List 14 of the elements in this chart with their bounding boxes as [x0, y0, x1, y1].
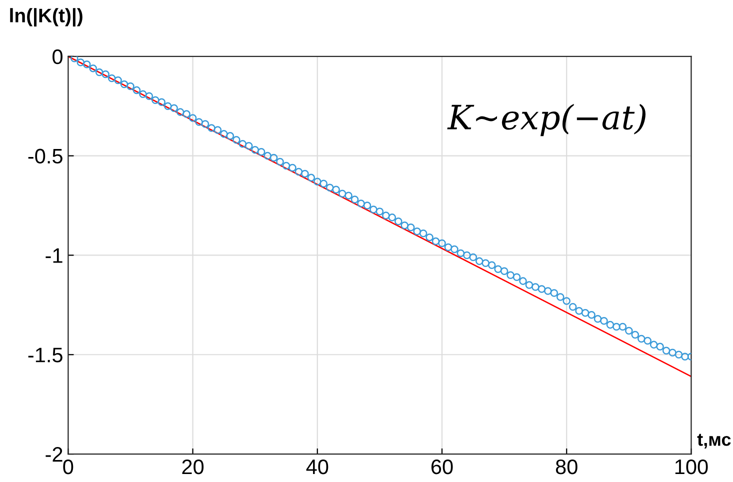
x-tick-label: 20 [182, 459, 204, 474]
y-tick-label: -0.5 [28, 148, 62, 164]
x-tick-label: 0 [63, 459, 74, 474]
y-tick-label: -2 [46, 447, 62, 462]
x-axis-title: t,мс [697, 434, 731, 448]
y-tick-label: -1 [46, 248, 62, 263]
x-tick-label: 100 [675, 459, 708, 474]
y-tick-label: -1.5 [28, 348, 62, 362]
y-axis-title: ln(|K(t)|) [10, 8, 82, 27]
x-tick-label: 80 [556, 459, 578, 474]
x-tick-label: 40 [306, 459, 328, 474]
y-tick-label: 0 [52, 49, 62, 64]
x-tick-label: 60 [431, 459, 453, 474]
annotation: K∼exp(−at) [447, 104, 646, 136]
